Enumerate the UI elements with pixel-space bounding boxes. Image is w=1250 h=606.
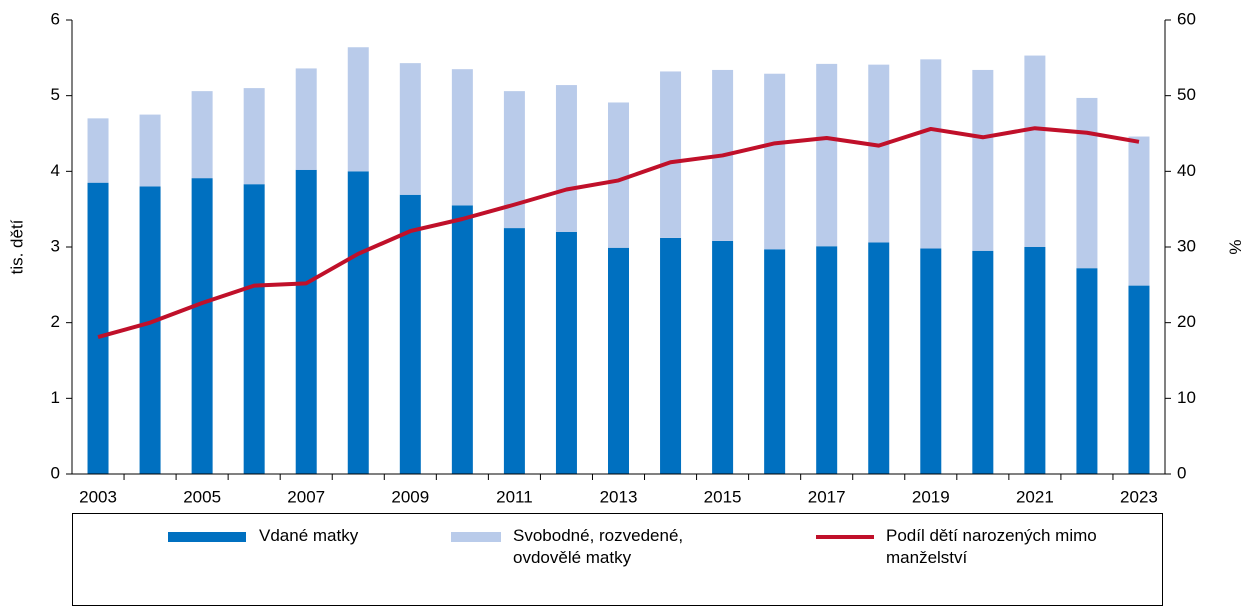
y2-tick-label: 40 bbox=[1177, 161, 1196, 180]
legend-label: Podíl dětí narozených mimo manželství bbox=[886, 526, 1097, 567]
bar bbox=[503, 228, 525, 474]
bar bbox=[608, 102, 629, 248]
bar bbox=[660, 237, 682, 474]
bar bbox=[555, 231, 577, 474]
bar bbox=[191, 178, 213, 475]
bar bbox=[660, 71, 682, 238]
bar bbox=[87, 118, 109, 183]
y2-tick-label: 0 bbox=[1177, 463, 1186, 482]
legend-label: Vdané matky bbox=[259, 526, 359, 545]
y2-tick-label: 20 bbox=[1177, 312, 1196, 331]
y2-axis-label: % bbox=[1226, 239, 1245, 254]
legend-label: Svobodné, rozvedené, ovdovělé matky bbox=[513, 526, 684, 567]
legend-swatch bbox=[168, 532, 246, 542]
bar bbox=[920, 59, 942, 249]
bar bbox=[972, 250, 994, 474]
bar bbox=[1076, 268, 1098, 474]
legend-swatch bbox=[451, 532, 501, 542]
bar bbox=[868, 64, 890, 243]
x-tick-label: 2021 bbox=[1016, 487, 1054, 506]
bar bbox=[608, 247, 629, 474]
bar bbox=[920, 248, 942, 474]
x-tick-label: 2005 bbox=[183, 487, 221, 506]
x-tick-label: 2007 bbox=[287, 487, 325, 506]
bar bbox=[295, 68, 317, 170]
bar bbox=[451, 69, 473, 206]
y-tick-label: 2 bbox=[51, 312, 60, 331]
y-tick-label: 4 bbox=[51, 161, 60, 180]
line bbox=[97, 126, 1140, 339]
bar bbox=[451, 205, 473, 474]
y-tick-label: 0 bbox=[51, 463, 60, 482]
bar bbox=[191, 91, 213, 179]
y-tick-label: 1 bbox=[51, 388, 60, 407]
y2-tick-label: 60 bbox=[1177, 9, 1196, 28]
x-tick-label: 2019 bbox=[912, 487, 950, 506]
x-tick-label: 2023 bbox=[1120, 487, 1158, 506]
bar bbox=[1128, 285, 1150, 474]
bar bbox=[139, 114, 161, 187]
legend: Vdané matky Svobodné, rozvedené, ovdovělé… bbox=[72, 513, 1163, 606]
bar bbox=[1128, 136, 1150, 286]
y2-tick-label: 30 bbox=[1177, 236, 1196, 255]
bar bbox=[816, 63, 838, 247]
bar bbox=[295, 169, 317, 474]
bar bbox=[972, 69, 994, 251]
bar bbox=[1076, 97, 1098, 269]
y-tick-label: 5 bbox=[51, 85, 60, 104]
x-tick-label: 2013 bbox=[600, 487, 638, 506]
bar bbox=[816, 246, 838, 474]
x-tick-label: 2017 bbox=[808, 487, 846, 506]
bar bbox=[712, 240, 734, 474]
y2-tick-label: 50 bbox=[1177, 85, 1196, 104]
x-tick-label: 2015 bbox=[704, 487, 742, 506]
bar bbox=[347, 47, 369, 172]
x-tick-label: 2009 bbox=[391, 487, 429, 506]
y2-tick-label: 10 bbox=[1177, 388, 1196, 407]
bar bbox=[555, 85, 577, 232]
bar bbox=[243, 184, 265, 475]
bar bbox=[1024, 55, 1046, 248]
bar bbox=[139, 186, 161, 474]
bar bbox=[87, 182, 109, 474]
bar bbox=[868, 242, 890, 474]
bar bbox=[347, 171, 369, 475]
y-tick-label: 6 bbox=[51, 9, 60, 28]
bar bbox=[399, 63, 421, 195]
bar bbox=[399, 194, 421, 475]
bar bbox=[1024, 247, 1046, 474]
bar bbox=[764, 249, 786, 474]
x-tick-label: 2011 bbox=[496, 487, 533, 506]
x-tick-label: 2003 bbox=[79, 487, 117, 506]
y-tick-label: 3 bbox=[51, 236, 60, 255]
legend-swatch bbox=[816, 535, 874, 539]
y-axis-label: tis. dětí bbox=[7, 219, 26, 274]
bar bbox=[764, 73, 786, 250]
bar bbox=[243, 88, 265, 185]
bar bbox=[503, 91, 525, 229]
